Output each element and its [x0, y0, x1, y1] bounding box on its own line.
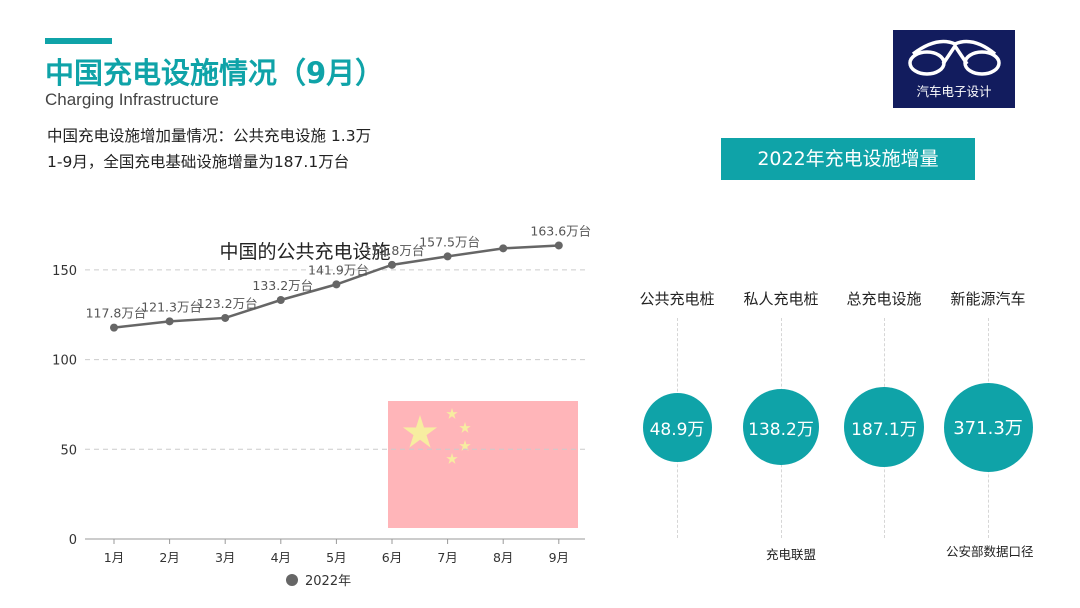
x-tick-label: 8月 — [493, 550, 513, 565]
data-label: 157.5万台 — [419, 234, 480, 249]
data-point — [221, 313, 230, 322]
x-tick-label: 5月 — [326, 550, 346, 565]
stat-circle: 138.2万 — [743, 389, 819, 465]
chart-title: 中国的公共充电设施 — [219, 241, 390, 263]
stat-label: 公共充电桩 — [639, 290, 715, 308]
data-label: 123.2万台 — [197, 296, 258, 311]
china-flag-bg — [388, 401, 578, 528]
stat-circle: 371.3万 — [943, 382, 1033, 472]
public-charging-line-chart: 中国的公共充电设施 0 50 100 150 1月 2月 3月 4月 5月 6月 7月 8月 9月 11… — [52, 225, 591, 589]
stat-column: 私人充电桩 — [726, 288, 836, 309]
source-alliance: 充电联盟 — [766, 547, 817, 562]
stat-column: 总充电设施 — [829, 288, 939, 309]
data-label: 163.6万台 — [530, 225, 591, 238]
data-point — [554, 241, 563, 250]
stat-circle: 187.1万 — [844, 387, 924, 467]
legend-marker — [286, 574, 298, 586]
x-tick-label: 7月 — [437, 550, 457, 565]
flag-star — [459, 422, 471, 433]
flag-star — [459, 440, 471, 451]
stat-circle: 48.9万 — [642, 392, 712, 462]
x-tick-label: 6月 — [382, 550, 402, 565]
increase-banner: 2022年充电设施增量 — [721, 138, 975, 180]
data-point — [499, 244, 508, 253]
data-point — [110, 323, 118, 332]
source-police: 公安部数据口径 — [946, 544, 1034, 559]
y-tick-label: 100 — [52, 354, 77, 369]
data-label: 117.8万台 — [86, 306, 147, 321]
data-point — [332, 280, 341, 289]
data-point — [443, 252, 452, 261]
description-line-2: 1-9月，全国充电基础设施增量为187.1万台 — [47, 153, 350, 171]
stat-label: 新能源汽车 — [950, 290, 1026, 308]
legend-label: 2022年 — [305, 574, 351, 589]
stat-value: 371.3万 — [953, 418, 1023, 439]
data-label: 141.9万台 — [308, 262, 369, 277]
page-subtitle: Charging Infrastructure — [45, 90, 219, 109]
flag-star — [446, 408, 458, 419]
brand-logo: 汽车电子设计 — [893, 30, 1015, 108]
stat-column: 公共充电桩 — [622, 288, 732, 309]
x-tick-label: 9月 — [549, 550, 569, 565]
stat-label: 私人充电桩 — [743, 290, 819, 308]
x-tick-label: 3月 — [215, 550, 235, 565]
data-label: 133.2万台 — [252, 278, 313, 293]
x-tick-label: 1月 — [104, 550, 124, 565]
stat-value: 187.1万 — [851, 419, 917, 440]
data-point — [165, 317, 174, 326]
flag-star — [402, 415, 438, 448]
car-logo-icon — [908, 39, 1001, 76]
logo-text: 汽车电子设计 — [916, 84, 992, 99]
stat-value: 48.9万 — [649, 419, 705, 440]
data-label: 121.3万台 — [141, 299, 202, 314]
description: 中国充电设施增加量情况：公共充电设施 1.3万 1-9月，全国充电基础设施增量为… — [47, 123, 371, 175]
flag-star — [446, 453, 458, 464]
page-title: 中国充电设施情况（9月） — [45, 56, 385, 90]
x-tick-label: 4月 — [271, 550, 291, 565]
data-label: 152.8万台 — [364, 243, 425, 258]
y-tick-label: 50 — [60, 443, 77, 458]
x-tick-label: 2月 — [159, 550, 179, 565]
china-flag-stars — [402, 408, 471, 464]
stat-column: 新能源汽车 — [933, 288, 1043, 309]
stat-value: 138.2万 — [748, 419, 814, 440]
y-tick-label: 150 — [52, 264, 77, 279]
title-accent-bar — [45, 38, 112, 44]
y-tick-label: 0 — [69, 533, 77, 548]
stat-label: 总充电设施 — [846, 290, 922, 308]
data-point — [276, 296, 285, 305]
description-line-1: 中国充电设施增加量情况：公共充电设施 1.3万 — [47, 127, 372, 145]
data-point — [388, 260, 396, 269]
